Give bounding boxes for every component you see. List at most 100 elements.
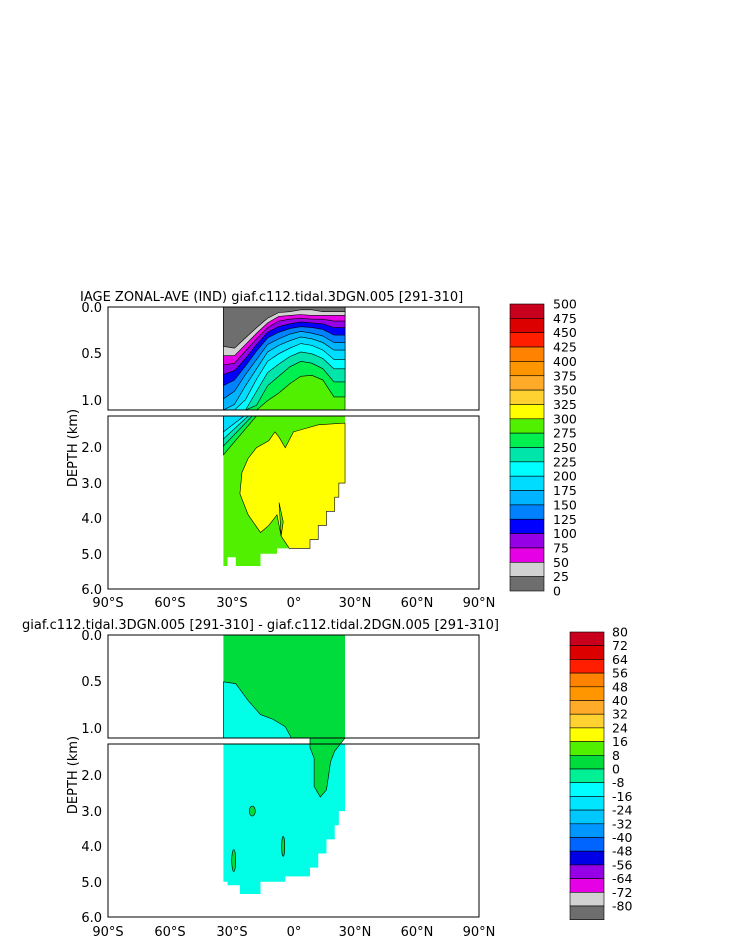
- colorbar-swatch: [569, 809, 605, 825]
- colorbar-swatch: [569, 713, 605, 729]
- colorbar-swatch: [569, 700, 605, 715]
- colorbar-swatch: [509, 518, 545, 534]
- colorbar-label: 225: [553, 454, 577, 469]
- colorbar-swatch: [569, 891, 605, 907]
- x-tick-label: 30°N: [339, 925, 372, 940]
- colorbar-label: 150: [553, 497, 577, 512]
- colorbar-swatch: [569, 878, 605, 893]
- colorbar-label: 0: [553, 584, 561, 599]
- colorbar-label: 100: [553, 526, 577, 541]
- plot-area: [223, 306, 346, 567]
- colorbar-label: -40: [612, 830, 632, 845]
- colorbar-swatch: [509, 576, 545, 592]
- colorbar-swatch: [509, 332, 545, 348]
- y-ticks: 0.0 0.5 1.0 2.0 3.0 4.0 5.0 6.0: [81, 629, 102, 926]
- contour-band: [223, 306, 346, 349]
- colorbar-swatch: [569, 823, 605, 838]
- lower-frame: [107, 743, 480, 918]
- y-tick-label: 5.0: [81, 876, 102, 891]
- y-tick-label: 2.0: [81, 769, 102, 784]
- colorbar-label: 475: [553, 311, 577, 326]
- colorbar-label: 300: [553, 411, 577, 426]
- colorbar-label: 325: [553, 397, 577, 412]
- x-tick-label: 90°S: [92, 596, 123, 611]
- colorbar-label: -80: [612, 899, 632, 914]
- contour-band: [278, 502, 284, 537]
- colorbar-label: 16: [612, 734, 628, 749]
- contour-band: [239, 422, 346, 549]
- colorbar-label: 64: [612, 652, 628, 667]
- colorbar-label: 80: [612, 625, 628, 640]
- chart-title: IAGE ZONAL-AVE (IND) giaf.c112.tidal.3DG…: [80, 290, 463, 305]
- y-tick-label: 1.0: [81, 394, 102, 409]
- x-ticks: 90°S 60°S 30°S 0° 30°N 60°N 90°N: [92, 596, 495, 611]
- colorbar-label: 0: [612, 762, 620, 777]
- colorbar-swatch: [509, 504, 545, 520]
- colorbar-label: 25: [553, 569, 569, 584]
- y-tick-label: 0.0: [81, 629, 102, 644]
- colorbar-swatch: [569, 659, 605, 674]
- colorbar-label: -24: [612, 803, 632, 818]
- colorbar-label: -16: [612, 789, 632, 804]
- y-tick-label: 0.5: [81, 347, 102, 362]
- colorbar-swatch: [569, 905, 605, 920]
- colorbar-label: 275: [553, 426, 577, 441]
- x-tick-label: 60°N: [401, 925, 434, 940]
- colorbar-swatch: [569, 796, 605, 811]
- y-tick-label: 0.5: [81, 675, 102, 690]
- colorbar: 80726456484032241680-8-16-24-32-40-48-56…: [569, 625, 632, 920]
- y-tick-label: 3.0: [81, 477, 102, 492]
- colorbar-label: -48: [612, 844, 632, 859]
- y-ticks: 0.0 0.5 1.0 2.0 3.0 4.0 5.0 6.0: [81, 301, 102, 598]
- y-axis-label: DEPTH (km): [66, 409, 81, 487]
- colorbar-label: 500: [553, 297, 577, 312]
- colorbar-swatch: [509, 447, 545, 463]
- colorbar-swatch: [569, 686, 605, 701]
- colorbar-swatch: [569, 837, 605, 852]
- lower-frame: [107, 415, 480, 590]
- colorbar-label: -56: [612, 857, 632, 872]
- colorbar-label: -64: [612, 871, 632, 886]
- colorbar-label: 250: [553, 440, 577, 455]
- colorbar-swatch: [569, 645, 605, 660]
- x-tick-label: 30°S: [216, 596, 247, 611]
- colorbar-label: -8: [612, 775, 625, 790]
- x-tick-label: 30°S: [216, 925, 247, 940]
- y-axis-label: DEPTH (km): [66, 736, 81, 814]
- colorbar-swatch: [509, 561, 545, 577]
- y-tick-label: 0.0: [81, 301, 102, 316]
- colorbar-label: 75: [553, 540, 569, 555]
- contour-band: [231, 849, 237, 872]
- contour-band: [248, 805, 256, 817]
- colorbar-swatch: [569, 631, 605, 646]
- colorbar-label: 375: [553, 368, 577, 383]
- panel-difference: giaf.c112.tidal.3DGN.005 [291-310] - gia…: [22, 618, 632, 940]
- x-ticks: 90°S 60°S 30°S 0° 30°N 60°N 90°N: [92, 925, 495, 940]
- colorbar-swatch: [509, 547, 545, 563]
- x-tick-label: 60°N: [401, 596, 434, 611]
- colorbar-swatch: [509, 318, 545, 334]
- colorbar-swatch: [509, 346, 545, 362]
- colorbar-swatch: [509, 490, 545, 506]
- upper-frame: [107, 306, 480, 411]
- colorbar-swatch: [509, 375, 545, 391]
- x-tick-label: 90°N: [463, 925, 496, 940]
- colorbar-swatch: [509, 432, 545, 448]
- panel-iage: IAGE ZONAL-AVE (IND) giaf.c112.tidal.3DG…: [66, 290, 577, 611]
- y-tick-label: 1.0: [81, 722, 102, 737]
- x-tick-label: 60°S: [154, 925, 185, 940]
- y-tick-label: 6.0: [81, 583, 102, 598]
- colorbar-label: -32: [612, 816, 632, 831]
- colorbar-swatch: [569, 768, 605, 783]
- colorbar-label: 400: [553, 354, 577, 369]
- x-tick-label: 90°S: [92, 925, 123, 940]
- plot-area: [223, 635, 346, 895]
- colorbar-swatch: [569, 672, 605, 688]
- colorbar-label: 50: [553, 555, 569, 570]
- y-tick-label: 2.0: [81, 441, 102, 456]
- colorbar-label: 48: [612, 679, 628, 694]
- colorbar-swatch: [509, 404, 545, 420]
- colorbar-swatch: [509, 533, 545, 549]
- upper-frame: [107, 634, 480, 739]
- colorbar-swatch: [569, 850, 605, 866]
